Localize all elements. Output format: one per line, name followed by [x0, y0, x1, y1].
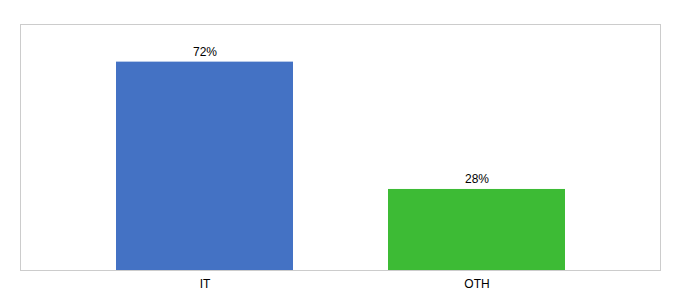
svg-text:72%: 72% — [193, 45, 217, 59]
svg-text:IT: IT — [200, 277, 211, 291]
svg-text:28%: 28% — [465, 172, 489, 186]
svg-text:OTH: OTH — [464, 277, 489, 291]
